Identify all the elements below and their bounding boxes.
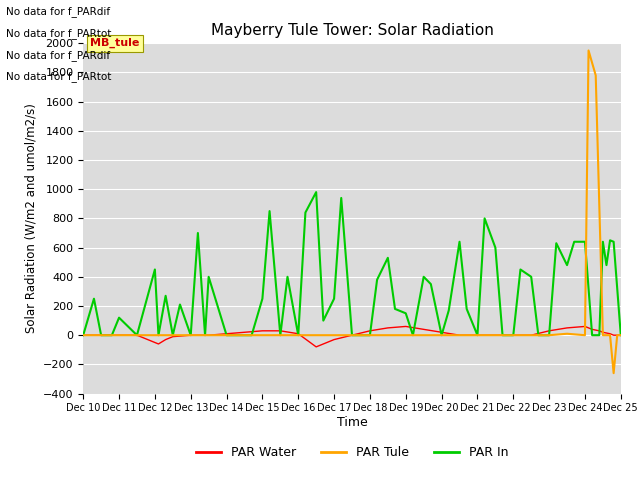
Text: No data for f_PARtot: No data for f_PARtot <box>6 71 112 82</box>
Legend: PAR Water, PAR Tule, PAR In: PAR Water, PAR Tule, PAR In <box>191 442 513 465</box>
Text: No data for f_PARdif: No data for f_PARdif <box>6 6 111 17</box>
Text: No data for f_PARtot: No data for f_PARtot <box>6 28 112 39</box>
Title: Mayberry Tule Tower: Solar Radiation: Mayberry Tule Tower: Solar Radiation <box>211 23 493 38</box>
Text: MB_tule: MB_tule <box>90 38 140 48</box>
Text: No data for f_PARdif: No data for f_PARdif <box>6 49 111 60</box>
X-axis label: Time: Time <box>337 416 367 429</box>
Y-axis label: Solar Radiation (W/m2 and umol/m2/s): Solar Radiation (W/m2 and umol/m2/s) <box>24 104 37 333</box>
